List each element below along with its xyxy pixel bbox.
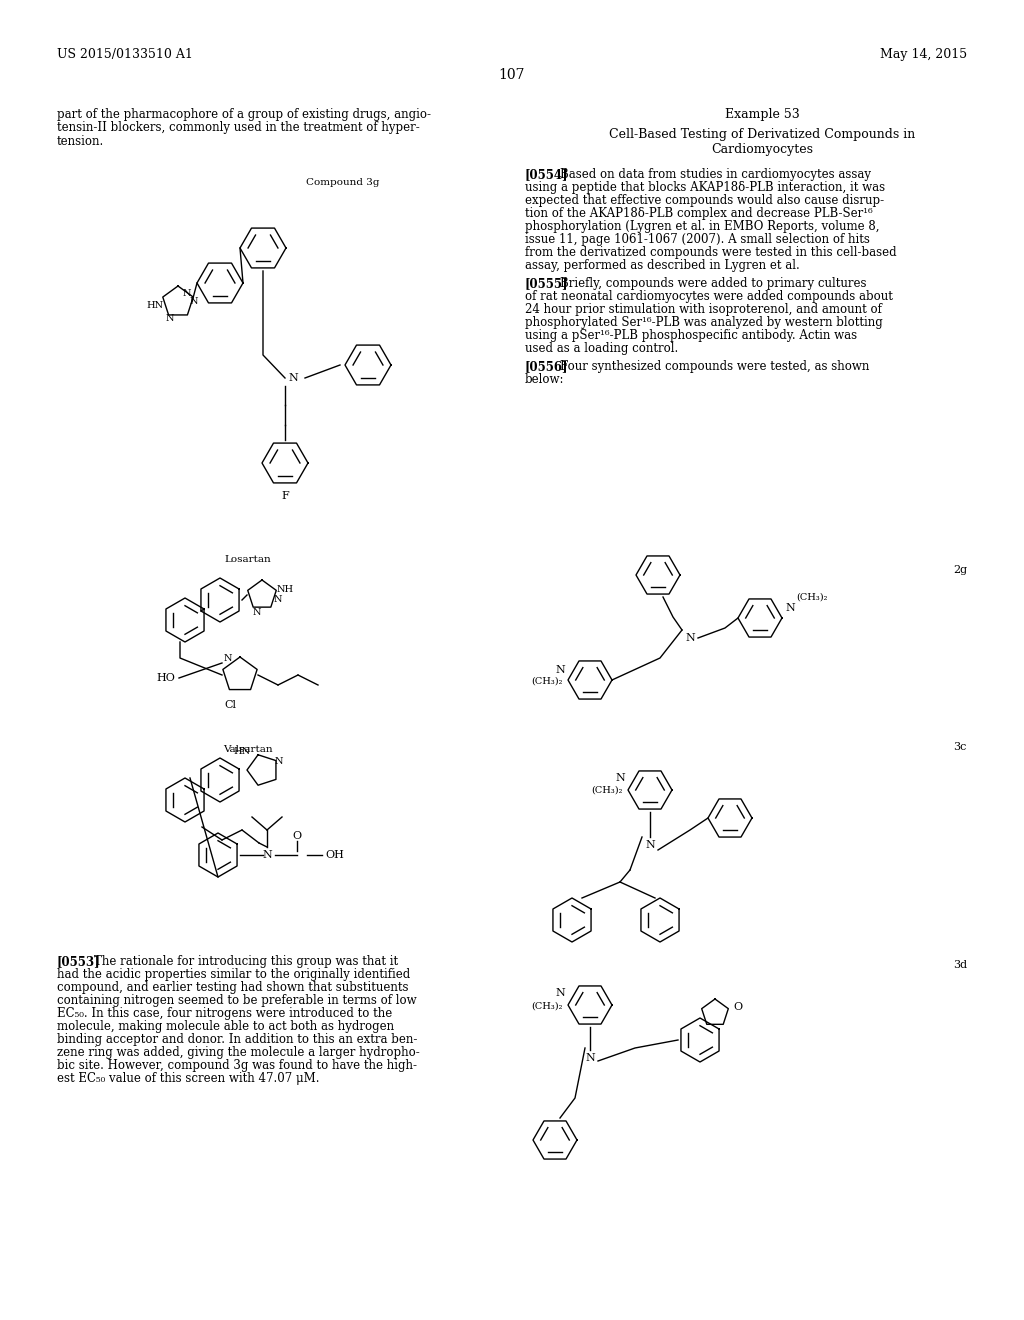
Text: Based on data from studies in cardiomyocytes assay: Based on data from studies in cardiomyoc… [559, 168, 870, 181]
Text: binding acceptor and donor. In addition to this an extra ben-: binding acceptor and donor. In addition … [57, 1034, 418, 1045]
Text: (CH₃)₂: (CH₃)₂ [592, 785, 623, 795]
Text: N: N [615, 774, 625, 783]
Text: OH: OH [325, 850, 344, 861]
Text: EC₅₀. In this case, four nitrogens were introduced to the: EC₅₀. In this case, four nitrogens were … [57, 1007, 392, 1020]
Text: 2g: 2g [953, 565, 967, 576]
Text: Four synthesized compounds were tested, as shown: Four synthesized compounds were tested, … [559, 360, 869, 374]
Text: N: N [166, 314, 174, 323]
Text: [0553]: [0553] [57, 954, 100, 968]
Text: HN: HN [233, 747, 251, 756]
Text: Cell-Based Testing of Derivatized Compounds in: Cell-Based Testing of Derivatized Compou… [609, 128, 915, 141]
Text: N: N [585, 1053, 595, 1063]
Text: below:: below: [525, 374, 564, 385]
Text: [0556]: [0556] [525, 360, 568, 374]
Text: N: N [685, 634, 695, 643]
Text: tion of the AKAP18δ-PLB complex and decrease PLB-Ser¹⁶: tion of the AKAP18δ-PLB complex and decr… [525, 207, 872, 220]
Text: of rat neonatal cardiomyocytes were added compounds about: of rat neonatal cardiomyocytes were adde… [525, 290, 893, 304]
Text: N: N [288, 374, 298, 383]
Text: N: N [274, 595, 283, 605]
Text: part of the pharmacophore of a group of existing drugs, angio-: part of the pharmacophore of a group of … [57, 108, 431, 121]
Text: US 2015/0133510 A1: US 2015/0133510 A1 [57, 48, 193, 61]
Text: N: N [262, 850, 272, 861]
Text: phosphorylation (Lygren et al. in EMBO Reports, volume 8,: phosphorylation (Lygren et al. in EMBO R… [525, 220, 880, 234]
Text: N: N [190, 297, 199, 306]
Text: est EC₅₀ value of this screen with 47.07 μM.: est EC₅₀ value of this screen with 47.07… [57, 1072, 319, 1085]
Text: The rationale for introducing this group was that it: The rationale for introducing this group… [94, 954, 398, 968]
Text: Losartan: Losartan [224, 554, 271, 564]
Text: N: N [555, 665, 565, 675]
Text: May 14, 2015: May 14, 2015 [880, 48, 967, 61]
Text: N: N [785, 603, 795, 612]
Text: from the derivatized compounds were tested in this cell-based: from the derivatized compounds were test… [525, 246, 897, 259]
Text: N: N [183, 289, 191, 298]
Text: Example 53: Example 53 [725, 108, 800, 121]
Text: zene ring was added, giving the molecule a larger hydropho-: zene ring was added, giving the molecule… [57, 1045, 420, 1059]
Text: NH: NH [278, 585, 294, 594]
Text: 3c: 3c [953, 742, 967, 752]
Text: Compound 3g: Compound 3g [306, 178, 380, 187]
Text: HN: HN [146, 301, 164, 310]
Text: F: F [282, 491, 289, 502]
Text: compound, and earlier testing had shown that substituents: compound, and earlier testing had shown … [57, 981, 409, 994]
Text: molecule, making molecule able to act both as hydrogen: molecule, making molecule able to act bo… [57, 1020, 394, 1034]
Text: assay, performed as described in Lygren et al.: assay, performed as described in Lygren … [525, 259, 800, 272]
Text: expected that effective compounds would also cause disrup-: expected that effective compounds would … [525, 194, 884, 207]
Text: N: N [253, 609, 261, 616]
Text: using a pSer¹⁶-PLB phosphospecific antibody. Actin was: using a pSer¹⁶-PLB phosphospecific antib… [525, 329, 857, 342]
Text: used as a loading control.: used as a loading control. [525, 342, 678, 355]
Text: N: N [223, 653, 232, 663]
Text: O: O [293, 832, 301, 841]
Text: Valsartan: Valsartan [223, 744, 272, 754]
Text: tensin-II blockers, commonly used in the treatment of hyper-: tensin-II blockers, commonly used in the… [57, 121, 420, 135]
Text: HO: HO [156, 673, 175, 682]
Text: 3d: 3d [953, 960, 967, 970]
Text: 107: 107 [499, 69, 525, 82]
Text: [0555]: [0555] [525, 277, 568, 290]
Text: tension.: tension. [57, 135, 104, 148]
Text: (CH₃)₂: (CH₃)₂ [531, 677, 563, 686]
Text: (CH₃)₂: (CH₃)₂ [531, 1002, 563, 1011]
Text: Briefly, compounds were added to primary cultures: Briefly, compounds were added to primary… [559, 277, 866, 290]
Text: issue 11, page 1061-1067 (2007). A small selection of hits: issue 11, page 1061-1067 (2007). A small… [525, 234, 869, 246]
Text: bic site. However, compound 3g was found to have the high-: bic site. However, compound 3g was found… [57, 1059, 417, 1072]
Text: phosphorylated Ser¹⁶-PLB was analyzed by western blotting: phosphorylated Ser¹⁶-PLB was analyzed by… [525, 315, 883, 329]
Text: had the acidic properties similar to the originally identified: had the acidic properties similar to the… [57, 968, 411, 981]
Text: Cardiomyocytes: Cardiomyocytes [711, 143, 813, 156]
Text: N: N [275, 758, 284, 767]
Text: Cl: Cl [224, 700, 236, 710]
Text: O: O [733, 1002, 742, 1012]
Text: containing nitrogen seemed to be preferable in terms of low: containing nitrogen seemed to be prefera… [57, 994, 417, 1007]
Text: N: N [555, 987, 565, 998]
Text: [0554]: [0554] [525, 168, 568, 181]
Text: N: N [645, 840, 655, 850]
Text: 24 hour prior stimulation with isoproterenol, and amount of: 24 hour prior stimulation with isoproter… [525, 304, 882, 315]
Text: (CH₃)₂: (CH₃)₂ [796, 593, 827, 602]
Text: using a peptide that blocks AKAP18δ-PLB interaction, it was: using a peptide that blocks AKAP18δ-PLB … [525, 181, 885, 194]
